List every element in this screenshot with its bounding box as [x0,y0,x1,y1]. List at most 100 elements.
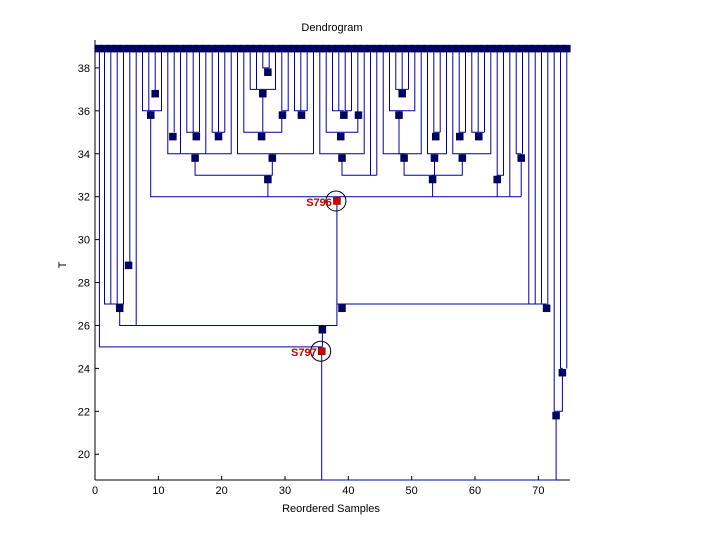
dendrogram-node [506,44,514,53]
dendrogram-node [221,44,229,53]
y-tick-label: 24 [78,363,90,375]
dendrogram-node [208,44,216,53]
dendrogram-branch [404,48,422,155]
dendrogram-branch [395,48,409,90]
dendrogram-branch [389,48,399,112]
dendrogram-node [423,44,432,53]
dendrogram-node [278,111,287,119]
dendrogram-node [183,44,191,53]
dendrogram-node [259,89,267,98]
y-tick-label: 26 [78,320,90,332]
dendrogram-node [189,44,197,53]
dendrogram-node [132,44,140,53]
dendrogram-node [164,44,172,53]
dendrogram-node [145,44,153,53]
dendrogram-node [227,44,235,53]
x-tick-label: 0 [92,485,98,497]
dendrogram-node [265,44,273,53]
dendrogram-branch [322,304,338,326]
dendrogram-node [246,44,254,53]
dendrogram-node [214,44,223,53]
dendrogram-node [192,132,201,141]
dendrogram-branch [325,48,341,133]
dendrogram-node [151,89,159,98]
dendrogram-node [542,304,551,313]
dendrogram-branch [319,48,342,155]
dendrogram-branch [142,48,151,112]
dendrogram-node [100,44,109,53]
dendrogram-node [552,411,560,420]
dendrogram-branch [344,48,352,112]
dendrogram-node [360,44,368,53]
dendrogram-node [195,44,204,53]
dendrogram-node [157,44,166,53]
dendrogram-node [271,44,280,53]
dendrogram-node [257,132,266,141]
dendrogram-node [233,44,242,53]
dendrogram-node [430,44,438,53]
dendrogram-node [493,44,501,53]
dendrogram-node [411,44,419,53]
y-tick-label: 30 [78,235,90,247]
dendrogram-node [398,89,406,98]
dendrogram-node [309,44,318,53]
dendrogram-node [385,44,394,53]
dendrogram-branch [471,48,485,133]
plot-area: 0 10 20 30 40 50 60 70 20 22 24 26 28 30 32 34 36 38 S796 S… [78,40,571,497]
dendrogram-branch [556,368,563,412]
dendrogram-branch [104,48,120,305]
dendrogram-node [474,44,482,53]
dendrogram-node [318,326,327,334]
dendrogram-node [268,154,277,162]
x-tick-label: 20 [216,485,228,497]
y-tick-label: 38 [78,63,90,75]
dendrogram-node [264,175,272,184]
dendrogram-branch [119,304,323,347]
dendrogram-branch [237,48,273,155]
dendrogram-node [518,44,527,53]
dendrogram-node [115,304,124,313]
dendrogram-node [278,44,286,53]
dendrogram-branch [336,196,547,305]
dendrogram-node [558,368,567,377]
dendrogram-branch [553,48,557,412]
dendrogram-node [487,44,495,53]
x-tick-label: 60 [469,485,481,497]
y-tick-label: 36 [78,106,90,118]
y-axis-label: T [57,261,69,268]
dendrogram-node [316,44,324,53]
dendrogram-node [151,44,159,53]
dendrogram-branch [399,48,416,112]
dendrogram-branch [462,48,492,155]
dendrogram-branch [186,48,200,133]
dendrogram-node [544,44,552,53]
dendrogram-node [468,44,476,53]
highlight-node [333,197,341,205]
dendrogram-node [512,44,520,53]
dendrogram-branch [167,48,196,155]
y-tick-label: 32 [78,192,90,204]
highlight-node [317,347,326,355]
highlight-label: S797 [291,347,317,359]
dendrogram-node [290,44,299,53]
y-tick-label: 20 [78,449,90,461]
dendrogram-node [240,44,248,53]
dendrogram-node [119,44,128,53]
dendrogram-node [436,44,444,53]
dendrogram-node [531,44,539,53]
dendrogram-branch [98,48,557,481]
x-tick-label: 10 [152,485,164,497]
dendrogram-branch [434,48,447,155]
dendrogram-node [297,44,305,53]
chart-title: Dendrogram [301,22,362,34]
dendrogram-node [259,44,267,53]
dendrogram-node [550,44,558,53]
dendrogram-node [455,44,463,53]
dendrogram-branch [119,48,124,305]
dendrogram-node [461,44,470,53]
dendrogram-node [124,261,133,270]
dendrogram-branch [294,48,308,112]
dendrogram-node [354,44,362,53]
dendrogram-node [398,44,406,53]
